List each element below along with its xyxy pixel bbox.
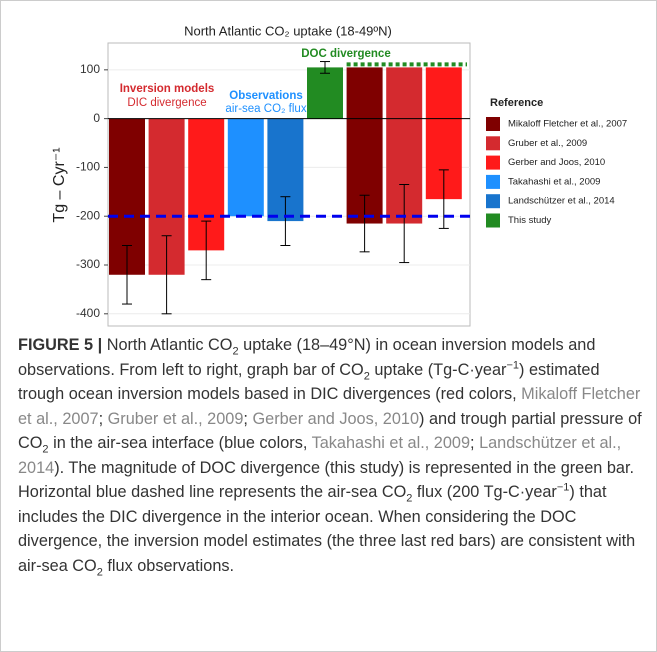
text: ) that includes the DIC divergence in th… <box>18 483 636 575</box>
text: ; <box>98 409 108 428</box>
legend-swatch <box>486 136 500 151</box>
legend-swatch <box>486 155 500 170</box>
legend-label: Gerber and Joos, 2010 <box>508 157 605 168</box>
bar <box>227 118 264 217</box>
legend-label: Mikaloff Fletcher et al., 2007 <box>508 119 627 130</box>
text: flux (200 Tg-C·year <box>412 483 557 501</box>
text: uptake (Tg-C·year <box>369 360 507 379</box>
y-tick-label: -100 <box>76 160 100 174</box>
legend-label: This study <box>508 215 552 226</box>
chart-title: North Atlantic CO₂ uptake (18-49ºN) <box>184 23 392 38</box>
legend-label: Gruber et al., 2009 <box>508 138 587 149</box>
legend-label: Takahashi et al., 2009 <box>508 176 600 187</box>
citation-link[interactable]: Takahashi et al., 2009 <box>311 434 470 452</box>
bar <box>307 67 343 119</box>
annotation: air-sea CO₂ flux <box>225 103 306 115</box>
sub: 2 <box>363 369 370 382</box>
sub: 2 <box>42 443 49 456</box>
y-tick-label: 100 <box>80 62 100 76</box>
text: ; <box>243 409 253 428</box>
y-axis-label: Tg – Cyr⁻¹ <box>51 147 68 222</box>
caption: FIGURE 5 | North Atlantic CO2 uptake (18… <box>18 333 643 578</box>
text: ) estimated trough ocean inversion model… <box>18 360 600 404</box>
annotation: DIC divergence <box>127 97 206 109</box>
citation-link[interactable]: Gerber and Joos, 2010 <box>252 409 420 428</box>
sup: −1 <box>506 359 519 372</box>
citation-link[interactable]: Mikaloff Fletcher et al., 2007 <box>18 385 641 428</box>
sub: 2 <box>232 345 239 358</box>
legend-swatch <box>486 194 500 209</box>
citation-link[interactable]: Gruber et al., 2009 <box>107 409 244 428</box>
text: uptake (18–49°N) in ocean inversion mode… <box>18 336 596 379</box>
y-tick-label: -200 <box>76 208 100 222</box>
text: ). The magnitude of DOC divergence (this… <box>18 458 635 502</box>
y-tick-label: -400 <box>76 306 100 320</box>
y-tick-label: 0 <box>93 111 100 125</box>
annotation: Observations <box>229 90 303 102</box>
legend-title: Reference <box>490 97 543 109</box>
sup: −1 <box>556 481 570 494</box>
legend-swatch <box>486 213 500 228</box>
text: in the air-sea interface (blue colors, <box>48 434 312 452</box>
figure-label: FIGURE 5 | <box>18 336 103 354</box>
legend-label: Landschützer et al., 2014 <box>508 196 615 207</box>
text: flux observations. <box>102 556 235 575</box>
sub: 2 <box>406 492 413 505</box>
annotation: Inversion models <box>120 83 215 95</box>
citation-link[interactable]: Landschützer et al., 2014 <box>18 434 622 477</box>
text: ) and trough partial pressure of CO <box>18 409 642 453</box>
text: ; <box>470 434 480 452</box>
y-tick-label: -300 <box>76 257 100 271</box>
annotation: DOC divergence <box>301 48 390 60</box>
chart: North Atlantic CO₂ uptake (18-49ºN) Tg –… <box>51 23 627 327</box>
sub: 2 <box>96 565 103 578</box>
legend-swatch <box>486 174 500 189</box>
text: North Atlantic CO <box>102 336 233 354</box>
legend-swatch <box>486 117 500 131</box>
